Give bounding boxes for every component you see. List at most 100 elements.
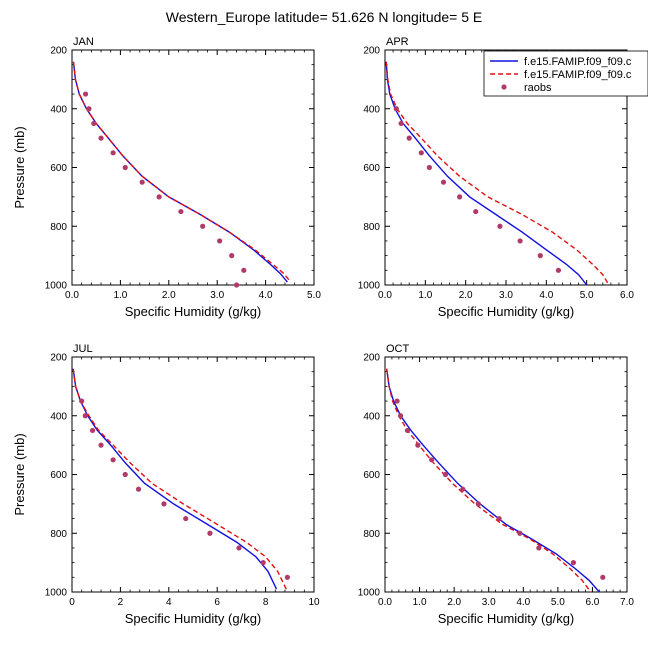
raobs-point bbox=[200, 223, 206, 229]
panel-title-jul: JUL bbox=[73, 343, 93, 355]
x-tick-label: 2.0 bbox=[447, 597, 461, 608]
raobs-point bbox=[440, 179, 447, 185]
raobs-point bbox=[537, 253, 543, 259]
panel-title-oct: OCT bbox=[386, 343, 410, 355]
raobs-point bbox=[110, 457, 116, 463]
raobs-point bbox=[517, 530, 523, 536]
model-line-solid bbox=[386, 368, 600, 593]
raobs-point bbox=[229, 253, 235, 259]
plot-frame-jul bbox=[71, 356, 315, 593]
raobs-point bbox=[406, 135, 412, 141]
raobs-point bbox=[183, 515, 189, 522]
x-tick-label: 2 bbox=[118, 597, 124, 608]
x-tick-label: 5.0 bbox=[307, 290, 321, 301]
legend: f.e15.FAMIP.f09_f09.cf.e15.FAMIP.f09_f09… bbox=[483, 50, 648, 97]
raobs-point bbox=[135, 486, 142, 492]
raobs-point bbox=[473, 208, 479, 215]
y-tick-label: 400 bbox=[50, 104, 67, 115]
panel-oct: 0.0 1.0 2.0 3.0 4.0 5.0 6.0 7.0 200 400 600 800 1000… bbox=[358, 343, 635, 626]
x-tick-label: 6.0 bbox=[620, 290, 634, 301]
raobs-point bbox=[536, 545, 542, 551]
x-tick-label: 0.0 bbox=[378, 597, 392, 608]
panel-title-jan: JAN bbox=[73, 36, 94, 48]
y-tick-label: 200 bbox=[363, 46, 380, 57]
raobs-point bbox=[429, 457, 435, 463]
x-tick-label: 5.0 bbox=[580, 290, 594, 301]
model-line-solid bbox=[72, 368, 278, 590]
legend-label: f.e15.FAMIP.f09_f09.c bbox=[524, 69, 632, 81]
legend-label: raobs bbox=[524, 82, 552, 94]
raobs-point bbox=[122, 471, 128, 478]
raobs-point bbox=[207, 530, 213, 536]
y-tick-label: 800 bbox=[50, 529, 67, 540]
raobs-point bbox=[415, 442, 421, 448]
legend-label: f.e15.FAMIP.f09_f09.c bbox=[524, 56, 632, 68]
raobs-point bbox=[570, 560, 577, 566]
raobs-point bbox=[178, 208, 184, 215]
raobs-point bbox=[426, 164, 432, 171]
raobs-point bbox=[98, 135, 104, 141]
y-tick-label: 1000 bbox=[358, 281, 381, 292]
raobs-point bbox=[460, 486, 466, 492]
model-line-dashed bbox=[386, 368, 592, 593]
x-tick-label: 1.0 bbox=[413, 597, 427, 608]
x-tick-label: 4.0 bbox=[539, 290, 553, 301]
raobs-point bbox=[418, 150, 424, 156]
model-line-solid bbox=[385, 61, 588, 286]
raobs-point bbox=[217, 238, 223, 244]
panel-title-apr: APR bbox=[386, 36, 409, 48]
y-axis-label: Pressure (mb) bbox=[12, 433, 27, 515]
legend-swatch-marker bbox=[501, 84, 507, 90]
raobs-point bbox=[497, 223, 503, 229]
x-tick-label: 3.0 bbox=[499, 290, 513, 301]
y-tick-label: 800 bbox=[363, 222, 380, 233]
raobs-point bbox=[82, 413, 88, 419]
y-tick-label: 800 bbox=[50, 222, 67, 233]
raobs-point bbox=[79, 398, 85, 404]
x-tick-label: 6.0 bbox=[585, 597, 599, 608]
raobs-point bbox=[600, 574, 606, 580]
y-tick-label: 400 bbox=[363, 411, 380, 422]
panel-jan: 0.0 1.0 2.0 3.0 4.0 5.0 200 400 600 800 1000 JAN Spe… bbox=[12, 36, 321, 319]
panel-jul: 0 2 4 6 8 10 200 400 600 800 1000 JUL Specific Humid… bbox=[12, 343, 320, 626]
plot-frame-oct bbox=[384, 356, 628, 593]
y-tick-label: 600 bbox=[363, 470, 380, 481]
y-tick-label: 400 bbox=[363, 104, 380, 115]
x-axis-label: Specific Humidity (g/kg) bbox=[438, 611, 575, 626]
y-tick-label: 600 bbox=[363, 163, 380, 174]
legend-box bbox=[483, 50, 648, 97]
raobs-point bbox=[89, 427, 96, 434]
x-tick-label: 4 bbox=[166, 597, 172, 608]
panel-apr: 0.0 1.0 2.0 3.0 4.0 5.0 6.0 200 400 600 800 1000 APR… bbox=[358, 36, 635, 319]
x-tick-label: 4.0 bbox=[516, 597, 530, 608]
raobs-point bbox=[156, 194, 162, 200]
raobs-point bbox=[397, 413, 404, 419]
x-tick-label: 0 bbox=[69, 597, 75, 608]
x-tick-label: 6 bbox=[214, 597, 220, 608]
y-tick-label: 1000 bbox=[358, 588, 381, 599]
raobs-point bbox=[98, 442, 104, 448]
raobs-point bbox=[260, 560, 266, 566]
figure-title: Western_Europe latitude= 51.626 N longit… bbox=[166, 9, 483, 25]
raobs-point bbox=[475, 501, 481, 507]
raobs-point bbox=[241, 267, 247, 273]
raobs-point bbox=[86, 106, 92, 112]
x-tick-label: 2.0 bbox=[459, 290, 473, 301]
x-tick-label: 10 bbox=[308, 597, 320, 608]
x-tick-label: 1.0 bbox=[418, 290, 432, 301]
raobs-point bbox=[393, 106, 399, 112]
x-tick-label: 8 bbox=[263, 597, 269, 608]
x-axis-label: Specific Humidity (g/kg) bbox=[125, 611, 262, 626]
raobs-point bbox=[398, 120, 404, 127]
y-tick-label: 200 bbox=[50, 46, 67, 57]
y-tick-label: 1000 bbox=[45, 281, 68, 292]
x-axis-label: Specific Humidity (g/kg) bbox=[125, 304, 262, 319]
raobs-point bbox=[139, 179, 145, 185]
y-tick-label: 600 bbox=[50, 163, 67, 174]
x-tick-label: 0.0 bbox=[65, 290, 79, 301]
model-line-solid bbox=[72, 61, 288, 283]
y-tick-label: 400 bbox=[50, 411, 67, 422]
y-tick-label: 200 bbox=[363, 353, 380, 364]
raobs-point bbox=[496, 515, 502, 522]
